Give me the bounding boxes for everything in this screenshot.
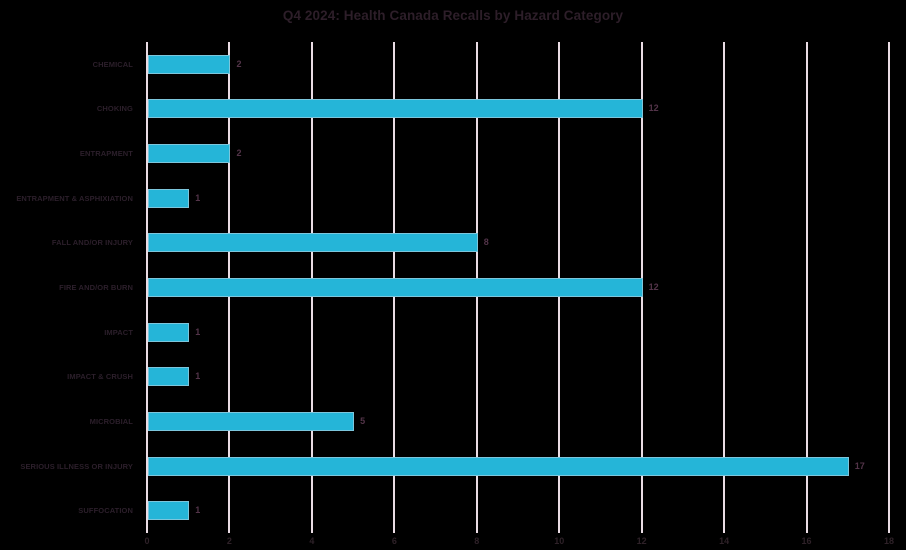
bar	[148, 233, 478, 253]
x-tick-label: 2	[226, 536, 232, 546]
bar	[148, 501, 190, 521]
category-label: FALL AND/OR INJURY	[51, 238, 133, 248]
gridline	[888, 42, 890, 533]
bar-value-label: 1	[195, 326, 201, 337]
x-tick-label: 10	[554, 536, 565, 546]
category-label: IMPACT	[104, 327, 133, 337]
bar-value-label: 2	[236, 58, 242, 69]
bar	[148, 322, 190, 342]
gridline	[805, 42, 808, 533]
gridline	[146, 42, 148, 533]
category-label: CHEMICAL	[92, 59, 133, 69]
x-tick-label: 14	[719, 536, 730, 546]
bar	[148, 188, 190, 208]
bar-value-label: 1	[195, 505, 201, 516]
x-tick-label: 8	[474, 536, 480, 546]
bar-value-label: 2	[236, 148, 242, 159]
x-tick-label: 6	[391, 536, 397, 546]
category-label: ENTRAPMENT & ASPHIXIATION	[16, 193, 133, 203]
bar-value-label: 1	[195, 371, 201, 382]
bar-value-label: 17	[854, 460, 865, 471]
bar	[148, 54, 231, 74]
bar-value-label: 12	[648, 282, 659, 292]
x-tick-label: 4	[309, 536, 315, 546]
chart-title: Q4 2024: Health Canada Recalls by Hazard…	[282, 8, 624, 23]
category-label: IMPACT & CRUSH	[67, 372, 133, 382]
bar-value-label: 8	[483, 237, 489, 248]
bar-value-label: 5	[360, 415, 366, 426]
x-tick-label: 18	[883, 536, 894, 546]
category-label: SERIOUS ILLNESS OR INJURY	[20, 461, 133, 471]
x-tick-label: 16	[801, 536, 812, 546]
category-label: CHOKING	[96, 104, 133, 114]
bar	[148, 99, 643, 119]
bar-value-label: 1	[195, 192, 201, 203]
gridline	[723, 42, 726, 533]
x-tick-label: 0	[144, 536, 150, 546]
category-label: FIRE AND/OR BURN	[59, 283, 133, 292]
category-label: MICROBIAL	[89, 416, 133, 426]
category-label: SUFFOCATION	[78, 506, 133, 516]
bar	[148, 411, 355, 431]
bar	[148, 144, 231, 164]
category-label: ENTRAPMENT	[79, 149, 133, 159]
bar	[148, 456, 849, 476]
bar	[148, 278, 643, 297]
bar-value-label: 12	[648, 103, 659, 114]
x-tick-label: 12	[636, 536, 647, 546]
bar	[148, 367, 190, 387]
